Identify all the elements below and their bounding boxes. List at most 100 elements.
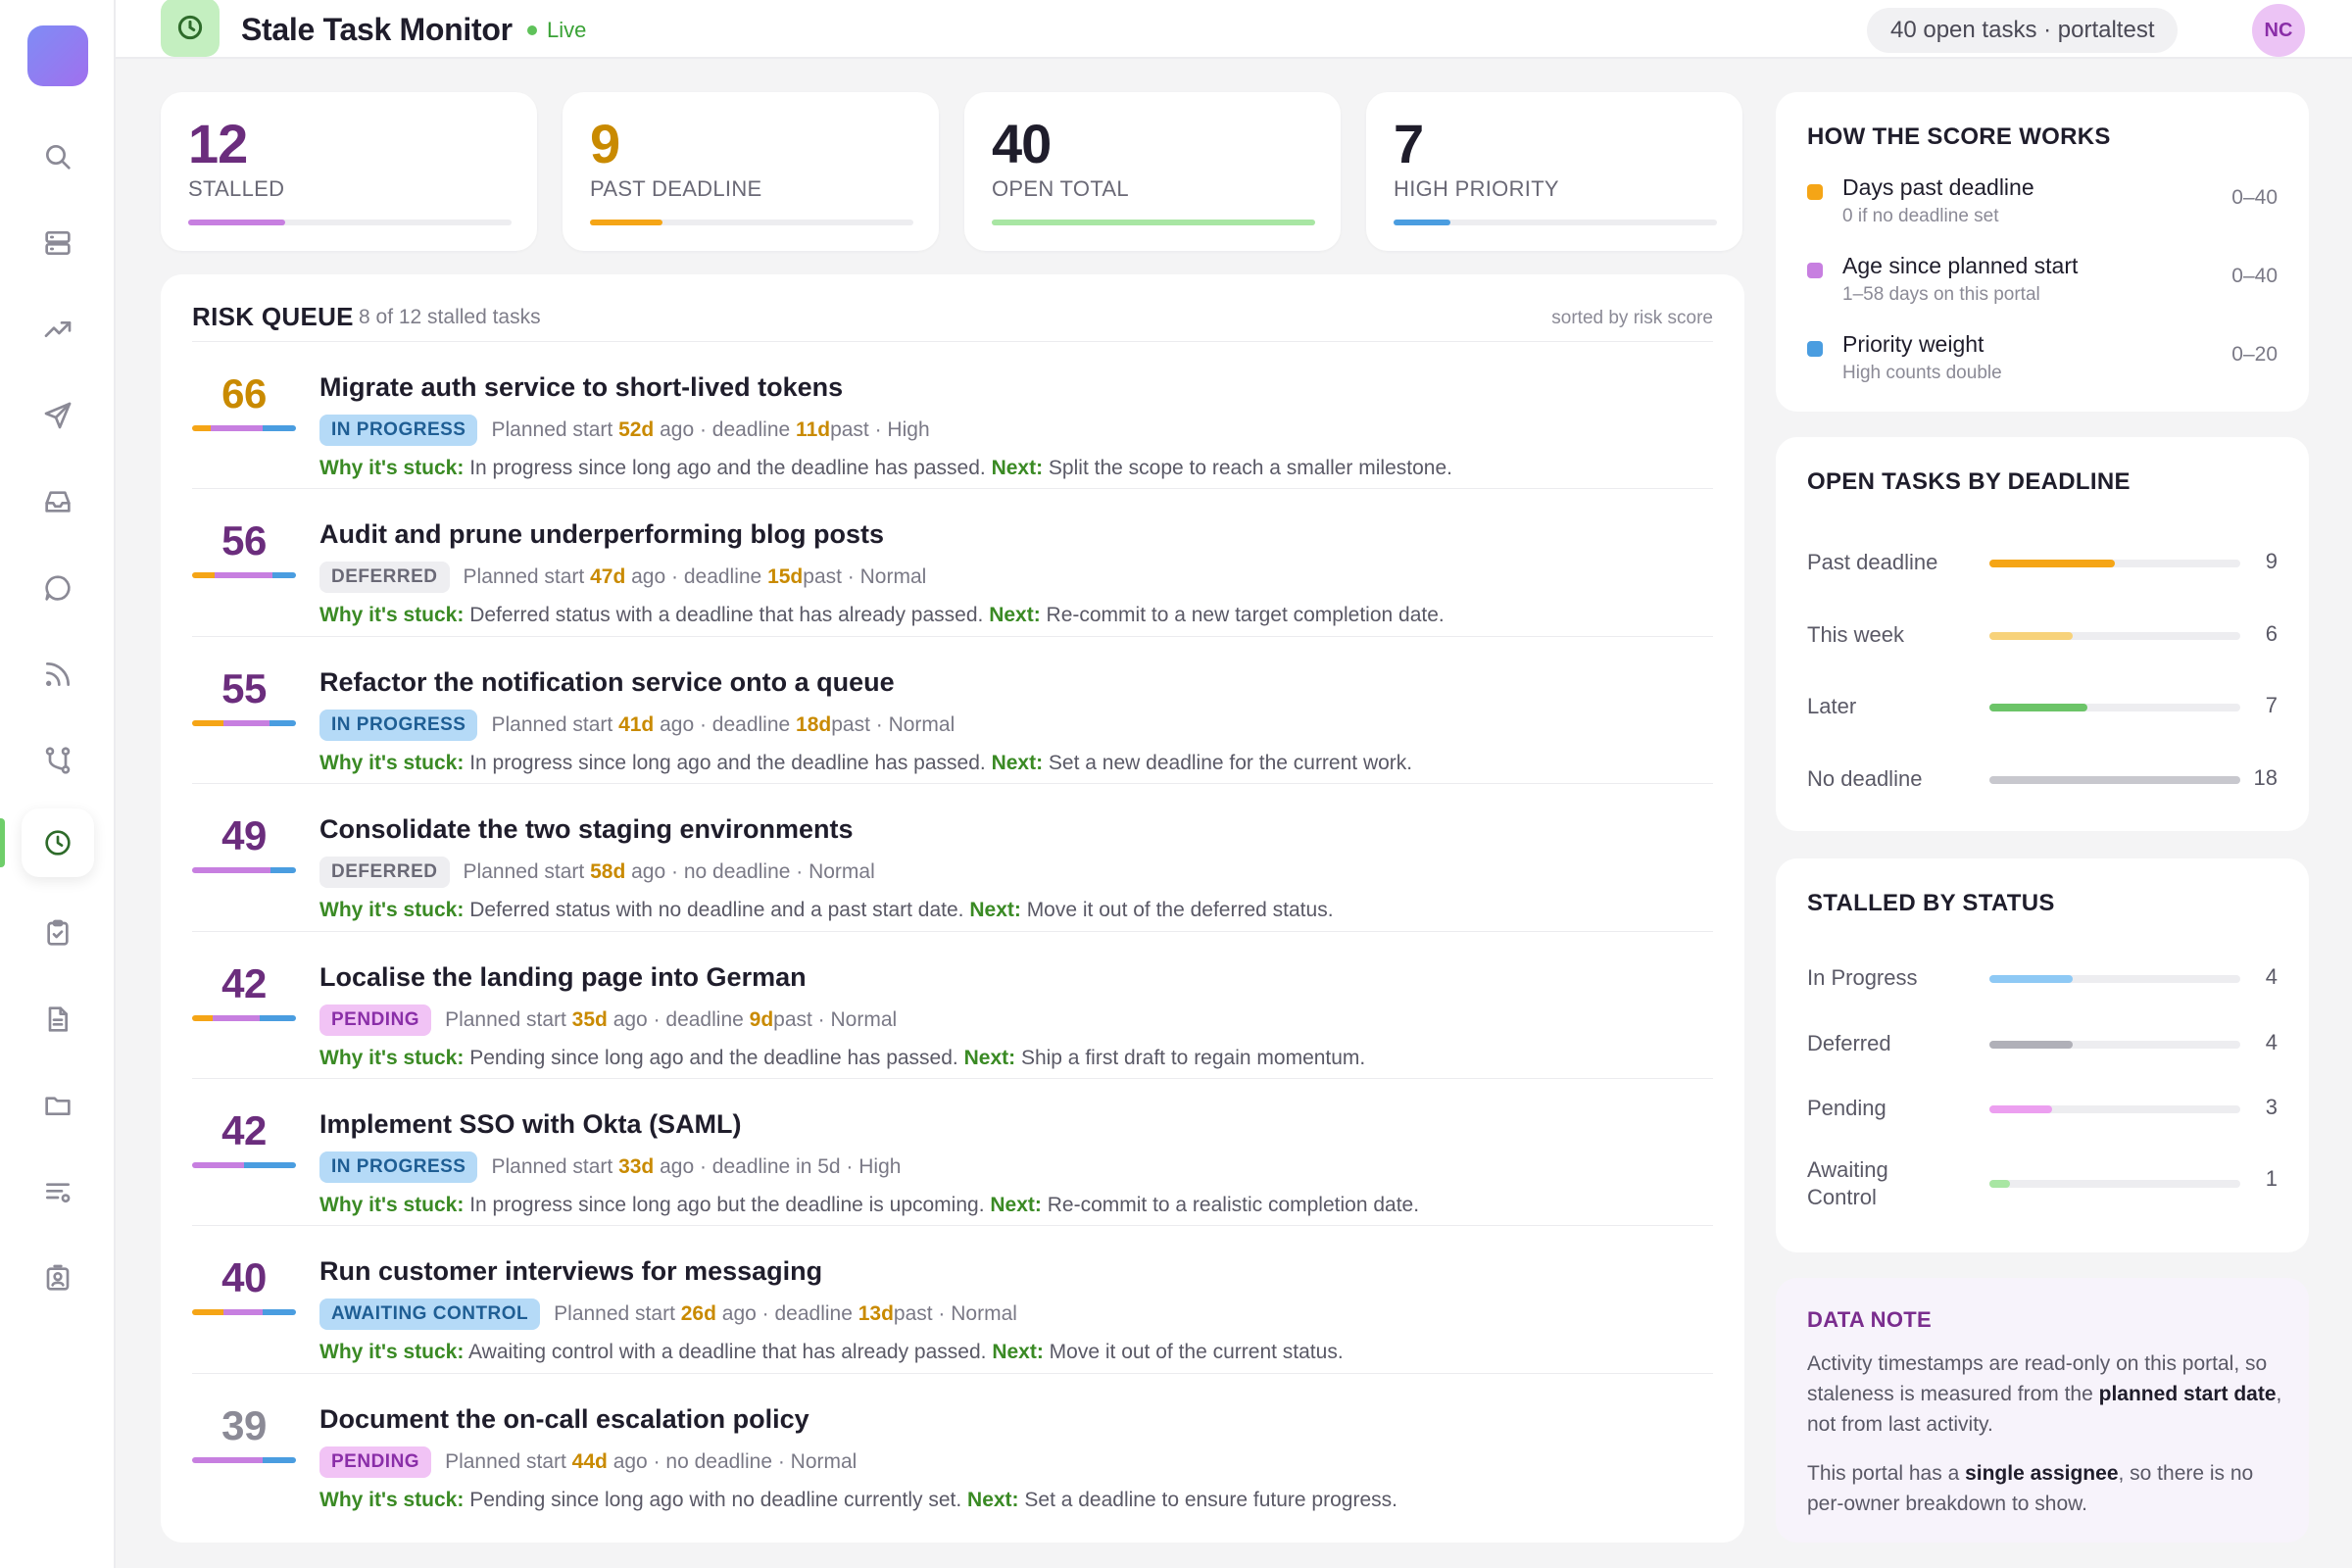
why-text: Awaiting control with a deadline that ha…	[464, 1341, 993, 1364]
meta-deadline-suffix: past · High	[830, 418, 930, 441]
task-row[interactable]: 42 Localise the landing page into German P…	[192, 945, 1713, 1092]
meta-start-days: 26d	[680, 1302, 716, 1326]
task-meta: PENDING Planned start 35d ago · deadline …	[319, 1004, 897, 1037]
task-row[interactable]: 42 Implement SSO with Okta (SAML) IN PROGR…	[192, 1092, 1713, 1239]
meta-start-suffix: ago · no deadline · Normal	[607, 1449, 858, 1473]
risk-score: 39	[221, 1401, 267, 1448]
stat-card-open-total[interactable]: 40 OPEN TOTAL	[964, 92, 1341, 251]
data-note-panel: DATA NOTE Activity timestamps are read-o…	[1776, 1278, 2309, 1543]
stat-card-past-deadline[interactable]: 9 PAST DEADLINE	[563, 92, 939, 251]
task-title[interactable]: Consolidate the two staging environments	[319, 814, 854, 845]
task-row[interactable]: 66 Migrate auth service to short-lived to…	[192, 355, 1713, 502]
nav-chat[interactable]	[22, 554, 94, 622]
score-segment	[271, 572, 296, 579]
user-avatar[interactable]: NC	[2252, 4, 2305, 57]
sort-label[interactable]: sorted by risk score	[1551, 308, 1713, 328]
meta-start-prefix: Planned start	[491, 418, 619, 441]
score-component: Age since planned start 1–58 days on this…	[1807, 253, 2278, 312]
risk-queue-title: RISK QUEUE	[192, 302, 354, 331]
meta-start-prefix: Planned start	[491, 1155, 619, 1178]
risk-score: 56	[221, 517, 267, 564]
score-component-range: 0–20	[2231, 343, 2278, 366]
live-dot-icon	[527, 25, 537, 35]
task-row[interactable]: 39 Document the on-call escalation policy…	[192, 1387, 1713, 1534]
status-badge: DEFERRED	[319, 857, 450, 889]
task-title[interactable]: Audit and prune underperforming blog pos…	[319, 519, 884, 550]
why-text: In progress since long ago and the deadl…	[464, 457, 992, 479]
nav-folders[interactable]	[22, 1071, 94, 1140]
open-tasks-chip[interactable]: 40 open tasks · portaltest	[1867, 8, 2179, 53]
score-segment	[192, 1309, 223, 1316]
folder-icon	[45, 1097, 71, 1115]
bar-row: Later 7	[1807, 689, 2278, 748]
next-label: Next:	[991, 457, 1044, 479]
task-meta: AWAITING CONTROL Planned start 26d ago · …	[319, 1298, 1017, 1331]
header-app-icon	[161, 0, 220, 57]
nav-search[interactable]	[22, 122, 94, 191]
app-logo[interactable]	[27, 25, 88, 86]
score-component-sub: 0 if no deadline set	[1842, 206, 1999, 226]
nav-trends[interactable]	[22, 295, 94, 364]
score-segment	[263, 1309, 296, 1316]
task-row[interactable]: 40 Run customer interviews for messaging A…	[192, 1239, 1713, 1386]
score-segment	[213, 1014, 260, 1021]
score-works-panel: HOW THE SCORE WORKS Days past deadline 0 …	[1776, 92, 2309, 412]
nav-documents[interactable]	[22, 985, 94, 1054]
task-meta: PENDING Planned start 44d ago · no deadli…	[319, 1446, 857, 1479]
task-title[interactable]: Refactor the notification service onto a…	[319, 666, 895, 697]
nav-contacts[interactable]	[22, 1244, 94, 1312]
page-title: Stale Task Monitor	[241, 12, 513, 47]
nav-server[interactable]	[22, 209, 94, 277]
stat-card-high-priority[interactable]: 7 HIGH PRIORITY	[1366, 92, 1742, 251]
task-title[interactable]: Migrate auth service to short-lived toke…	[319, 372, 844, 402]
next-label: Next:	[969, 899, 1021, 922]
meta-start-days: 41d	[618, 712, 655, 736]
why-text: Deferred status with no deadline and a p…	[464, 899, 970, 922]
clock-icon	[177, 15, 203, 40]
meta-start-suffix: ago · deadline	[625, 565, 768, 589]
meta-deadline-suffix: past · Normal	[893, 1302, 1017, 1326]
document-icon	[48, 1006, 68, 1032]
bar-track	[1989, 1041, 2240, 1049]
score-segment	[263, 1456, 296, 1463]
nav-branches[interactable]	[22, 726, 94, 795]
why-label: Why it's stuck:	[319, 751, 465, 774]
server-icon	[45, 231, 71, 255]
why-label: Why it's stuck:	[319, 1194, 465, 1216]
task-title[interactable]: Localise the landing page into German	[319, 961, 807, 992]
nav-stale-monitor[interactable]	[22, 808, 94, 877]
bar-fill	[1989, 632, 2074, 640]
nav-list-settings[interactable]	[22, 1157, 94, 1226]
stat-card-stalled[interactable]: 12 STALLED	[161, 92, 537, 251]
bar-row: In Progress 4	[1807, 960, 2278, 1019]
task-meta: DEFERRED Planned start 47d ago · deadline…	[319, 561, 926, 594]
nav-inbox[interactable]	[22, 467, 94, 536]
nav-send[interactable]	[22, 381, 94, 450]
active-nav-marker	[0, 818, 5, 867]
task-title[interactable]: Document the on-call escalation policy	[319, 1403, 809, 1434]
data-note-title: DATA NOTE	[1807, 1307, 1932, 1332]
nav-tasks[interactable]	[22, 899, 94, 967]
why-stuck: Why it's stuck: In progress since long a…	[319, 752, 1412, 775]
bar-row: Deferred 4	[1807, 1026, 2278, 1085]
meta-start-days: 44d	[571, 1449, 608, 1473]
risk-score: 42	[221, 1107, 267, 1153]
score-segment	[192, 572, 216, 579]
stat-label: STALLED	[188, 176, 285, 201]
task-title[interactable]: Implement SSO with Okta (SAML)	[319, 1109, 742, 1139]
bar-count: 1	[2265, 1166, 2278, 1191]
score-segment	[263, 425, 296, 431]
row-divider	[192, 1225, 1713, 1227]
task-row[interactable]: 55 Refactor the notification service onto…	[192, 650, 1713, 797]
bar-fill	[1989, 975, 2074, 983]
task-row[interactable]: 49 Consolidate the two staging environmen…	[192, 797, 1713, 944]
next-text: Set a deadline to ensure future progress…	[1018, 1488, 1397, 1511]
bar-count: 7	[2265, 693, 2278, 717]
nav-feed[interactable]	[22, 640, 94, 709]
task-row[interactable]: 56 Audit and prune underperforming blog p…	[192, 502, 1713, 649]
score-breakdown-bar	[192, 1014, 296, 1021]
next-label: Next:	[990, 1194, 1042, 1216]
risk-score: 49	[221, 812, 267, 859]
score-component-title: Age since planned start	[1842, 253, 2079, 278]
task-title[interactable]: Run customer interviews for messaging	[319, 1256, 823, 1287]
